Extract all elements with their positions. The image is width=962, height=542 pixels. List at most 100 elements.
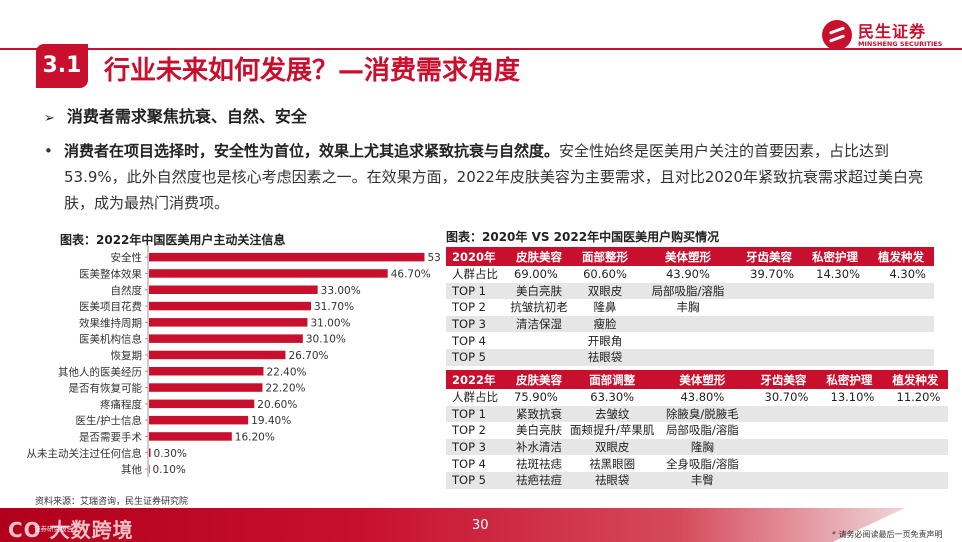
table-cell: 局部吸脂/溶脂 <box>640 282 736 300</box>
table-cell: TOP 1 <box>446 405 508 423</box>
table-row: TOP 1 紧致抗衰 去皱纹 除腋臭/脱腋毛 <box>446 405 949 423</box>
chart-value-label: 30.10% <box>306 334 346 346</box>
table-cell: 69.00% <box>508 266 570 283</box>
chart-bar <box>149 367 264 376</box>
table-cell: 14.30% <box>802 266 868 283</box>
chart-category-label: 医美整体效果 <box>79 267 142 280</box>
table-cell: 清洁保湿 <box>508 315 570 333</box>
table-cell: 11.20% <box>882 389 949 406</box>
key-point-bold: 消费者在项目选择时，安全性为首位，效果上尤其追求紧致抗衰与自然度。 <box>64 142 560 160</box>
table-cell: 开眼角 <box>570 332 640 349</box>
chart-category-label: 从未主动关注过任何信息 <box>27 447 143 460</box>
chart-bar <box>149 318 308 327</box>
chart-category-label: 其他人的医美经历 <box>58 365 142 378</box>
watermark: CO 大数跨境 <box>8 518 134 542</box>
table-header-cell: 面部调整 <box>570 370 655 389</box>
chart-value-label: 0.10% <box>153 464 186 476</box>
chart-bar <box>149 399 255 409</box>
chart-value-label: 20.60% <box>257 399 297 411</box>
chart-bar <box>149 252 425 262</box>
table-header-cell: 牙齿美容 <box>750 370 817 389</box>
bullet-dot-icon: • <box>44 142 53 160</box>
table-cell <box>736 315 802 333</box>
chart-value-label: 31.70% <box>314 301 354 313</box>
table-cell <box>750 438 817 456</box>
table-cell: 63.30% <box>570 389 655 406</box>
table-cell <box>750 455 817 472</box>
table-cell <box>868 315 934 333</box>
table-cell: 去皱纹 <box>570 405 655 423</box>
page-number: 30 <box>472 518 489 533</box>
table-row: 人群占比 69.00% 60.60% 43.90% 39.70% 14.30% 4.30% <box>446 266 934 283</box>
table-cell: 祛眼袋 <box>570 471 655 489</box>
watermark-sub: 证券研究报告 <box>34 525 73 533</box>
table-cell <box>640 348 736 366</box>
table-row: TOP 2 抗皱抗初老 隆鼻 丰胸 <box>446 299 934 316</box>
table-row: TOP 5 祛疤祛痘 祛眼袋 丰臀 <box>446 471 949 489</box>
table-cell: 隆胸 <box>654 438 751 456</box>
table-cell <box>816 455 883 472</box>
table-cell: 祛眼袋 <box>570 348 640 366</box>
footer-band <box>0 508 905 542</box>
chart-category-label: 安全性 <box>111 251 143 264</box>
table-row: 人群占比 75.90% 63.30% 43.80% 30.70% 13.10% 11.20% <box>446 389 949 406</box>
chart-value-label: 46.70% <box>391 268 431 280</box>
table-cell: TOP 2 <box>446 422 508 439</box>
key-point-paragraph: • 消费者在项目选择时，安全性为首位，效果上尤其追求紧致抗衰与自然度。安全性始终… <box>44 138 934 216</box>
chart-value-label: 0.30% <box>154 448 187 460</box>
table-header-cell: 植发种发 <box>882 370 949 389</box>
table-cell <box>816 438 883 456</box>
table-cell <box>736 348 802 366</box>
table-cell <box>802 299 868 316</box>
chart-category-label: 医美项目花费 <box>79 300 142 313</box>
table-cell <box>736 299 802 316</box>
chart-bar <box>149 464 150 474</box>
table-cell <box>868 348 934 366</box>
table-cell: 60.60% <box>570 266 640 283</box>
chart-value-label: 33.00% <box>321 285 361 297</box>
table-cell: 补水清洁 <box>508 438 570 456</box>
table-header-row: 2022年 皮肤美容 面部调整 美体塑形 牙齿美容 私密护理 植发种发 <box>446 370 949 389</box>
chart-category-label: 医美机构信息 <box>79 333 142 346</box>
chart-bar <box>149 415 249 425</box>
table-cell <box>882 471 949 489</box>
key-point-rest: 安全性始终是医美用户关注的首要因素，占比达到53.9%，此外自然度也是核心考虑因… <box>64 142 924 212</box>
table-cell <box>802 348 868 366</box>
chart-title: 图表：2022年中国医美用户主动关注信息 <box>60 233 286 247</box>
disclaimer-note: * 请务必阅读最后一页免责声明 <box>832 530 943 539</box>
page-title: 行业未来如何发展？—消费需求角度 <box>104 56 521 86</box>
chart-category-label: 自然度 <box>111 284 143 297</box>
table-header-cell: 皮肤美容 <box>508 370 570 389</box>
table-cell <box>640 332 736 349</box>
table-cell <box>868 332 934 349</box>
chart-value-label: 31.00% <box>310 317 350 329</box>
table-row: TOP 2 美白亮肤 面颊提升/苹果肌 局部吸脂/溶脂 <box>446 422 949 439</box>
table-cell <box>802 332 868 349</box>
table-title: 图表：2020年 VS 2022年中国医美用户购买情况 <box>446 230 720 244</box>
chart-bar <box>149 334 303 343</box>
chart-bar <box>149 448 151 457</box>
chart-bar <box>149 269 388 278</box>
chart-bar <box>149 301 312 311</box>
table-cell: 祛疤祛痘 <box>508 471 570 489</box>
chart-value-label: 16.20% <box>235 431 275 443</box>
table-row: TOP 5 祛眼袋 <box>446 348 934 366</box>
source-note: 资料来源：艾瑞咨询，民生证券研究院 <box>35 497 189 507</box>
table-cell <box>736 282 802 300</box>
table-cell <box>508 332 570 349</box>
table-cell <box>802 282 868 300</box>
subheading-text: 消费者需求聚焦抗衰、自然、安全 <box>66 107 307 126</box>
attention-bar-chart: 安全性 53.90% 医美整体效果 46.70% 自然度 33.00% 医美项目花费 31.7… <box>27 246 440 478</box>
chart-value-label: 22.40% <box>266 366 306 378</box>
table-row: TOP 4 祛斑祛痣 祛黑眼圈 全身吸脂/溶脂 <box>446 455 949 472</box>
table-cell <box>816 405 883 423</box>
table-cell: TOP 5 <box>446 348 508 366</box>
table-cell: 人群占比 <box>446 389 508 406</box>
chart-bar <box>149 285 318 294</box>
key-point-text: 消费者在项目选择时，安全性为首位，效果上尤其追求紧致抗衰与自然度。安全性始终是医… <box>44 138 934 216</box>
table-cell <box>750 471 817 489</box>
table-cell: 美白亮肤 <box>508 422 570 439</box>
table-cell: 30.70% <box>750 389 817 406</box>
subheading: ➢ 消费者需求聚焦抗衰、自然、安全 <box>44 103 307 127</box>
table-header-cell: 皮肤美容 <box>508 247 570 266</box>
